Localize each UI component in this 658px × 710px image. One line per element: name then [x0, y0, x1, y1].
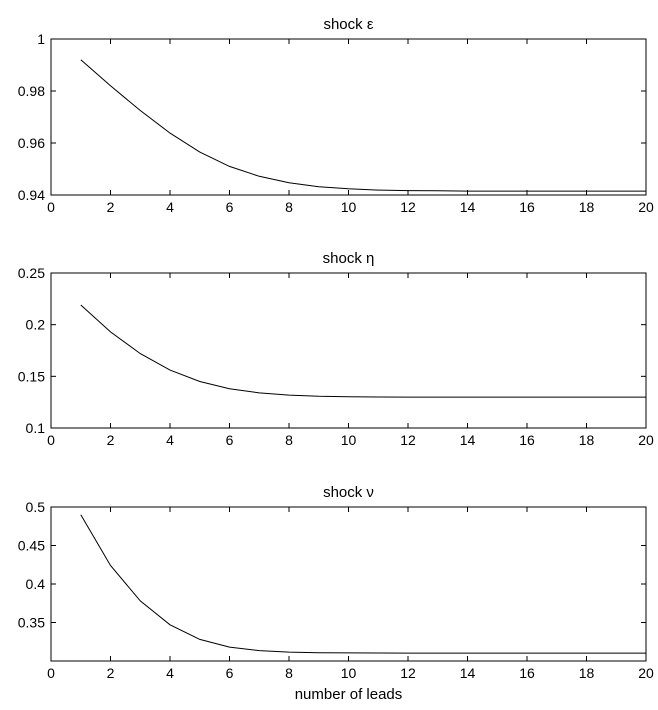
x-tick-label: 20: [638, 665, 654, 681]
chart-panel-3: shock ν 0 2 4 6 8 10 12 14 16 18 20 0.35 0.4 0.45 0.5 nu…: [18, 484, 654, 703]
y-tick-label: 0.5: [26, 499, 46, 515]
x-tick-label: 12: [400, 432, 416, 448]
x-tick-label: 4: [166, 199, 174, 215]
x-tick-label: 2: [107, 665, 115, 681]
x-tick-label: 6: [226, 432, 234, 448]
axes-frame: [50, 272, 647, 429]
chart-panel-1: shock ε 0 2 4 6 8 10 12 14 16 18 20 0.94 0.96 0.98 1: [18, 16, 654, 215]
y-tick-label: 0.94: [18, 187, 45, 203]
x-tick-label: 14: [460, 665, 476, 681]
series-line: [80, 59, 646, 192]
x-tick-label: 14: [460, 199, 476, 215]
x-tick-label: 20: [638, 432, 654, 448]
chart-panel-2: shock η 0 2 4 6 8 10 12 14 16 18 20 0.1 0.15 0.2 0.25: [18, 250, 654, 448]
chart-title: shock ε: [323, 16, 373, 33]
y-tick-label: 0.45: [18, 538, 45, 554]
x-tick-label: 10: [341, 665, 357, 681]
x-tick-label: 12: [400, 665, 416, 681]
series-line: [80, 514, 646, 654]
x-tick-label: 18: [579, 665, 595, 681]
x-tick-label: 20: [638, 199, 654, 215]
y-tick-label: 0.4: [26, 576, 46, 592]
x-tick-label: 18: [579, 432, 595, 448]
axes-frame: [50, 506, 647, 662]
x-tick-label: 6: [226, 665, 234, 681]
x-tick-label: 0: [47, 199, 55, 215]
y-tick-label: 0.15: [18, 368, 45, 384]
y-tick-label: 0.2: [26, 317, 46, 333]
x-tick-label: 6: [226, 199, 234, 215]
x-axis-label: number of leads: [295, 686, 403, 703]
x-tick-label: 8: [285, 432, 293, 448]
y-tick-label: 0.35: [18, 615, 45, 631]
y-tick-label: 0.1: [26, 420, 46, 436]
x-tick-label: 8: [285, 665, 293, 681]
x-tick-label: 16: [519, 432, 535, 448]
x-tick-label: 4: [166, 432, 174, 448]
x-tick-label: 16: [519, 665, 535, 681]
y-tick-label: 1: [37, 31, 45, 47]
y-tick-label: 0.96: [18, 135, 45, 151]
x-tick-label: 0: [47, 665, 55, 681]
x-tick-label: 8: [285, 199, 293, 215]
axes-frame: [50, 38, 647, 196]
x-tick-label: 2: [107, 432, 115, 448]
x-tick-label: 10: [341, 432, 357, 448]
x-tick-label: 0: [47, 432, 55, 448]
x-tick-label: 10: [341, 199, 357, 215]
x-tick-label: 2: [107, 199, 115, 215]
y-tick-label: 0.25: [18, 265, 45, 281]
chart-title: shock ν: [323, 484, 374, 501]
series-line: [80, 304, 646, 398]
x-tick-label: 4: [166, 665, 174, 681]
x-tick-label: 18: [579, 199, 595, 215]
y-tick-label: 0.98: [18, 83, 45, 99]
chart-title: shock η: [323, 250, 375, 267]
x-tick-label: 12: [400, 199, 416, 215]
x-tick-label: 16: [519, 199, 535, 215]
x-tick-label: 14: [460, 432, 476, 448]
